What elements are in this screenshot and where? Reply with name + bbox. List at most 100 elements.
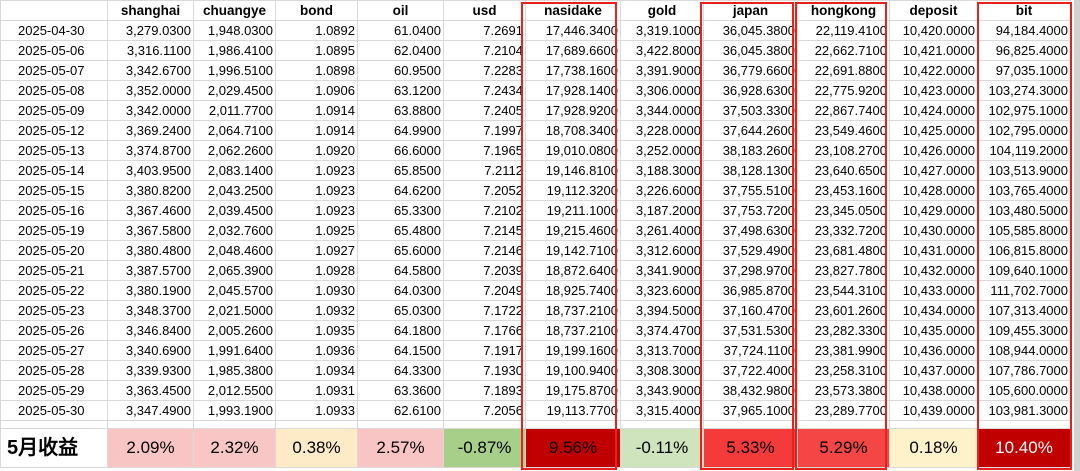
value-cell-deposit[interactable]: 10,424.0000 xyxy=(889,100,978,121)
value-cell-deposit[interactable]: 10,438.0000 xyxy=(889,380,978,401)
value-cell-bond[interactable]: 1.0914 xyxy=(275,100,358,121)
value-cell-gold[interactable]: 3,344.0000 xyxy=(620,100,704,121)
value-cell-hongkong[interactable]: 22,691.8800 xyxy=(797,60,890,81)
date-cell[interactable]: 2025-05-21 xyxy=(0,260,108,281)
value-cell-shanghai[interactable]: 3,279.0300 xyxy=(107,20,194,41)
value-cell-oil[interactable]: 62.0400 xyxy=(357,40,444,61)
value-cell-oil[interactable]: 64.0300 xyxy=(357,280,444,301)
value-cell-hongkong[interactable]: 23,549.4600 xyxy=(797,120,890,141)
date-cell[interactable]: 2025-05-07 xyxy=(0,60,108,81)
value-cell-oil[interactable]: 63.1200 xyxy=(357,80,444,101)
value-cell-japan[interactable]: 37,644.2600 xyxy=(703,120,798,141)
date-cell[interactable]: 2025-05-14 xyxy=(0,160,108,181)
value-cell-bit[interactable]: 103,513.9000 xyxy=(977,160,1071,181)
value-cell-hongkong[interactable]: 23,601.2600 xyxy=(797,300,890,321)
value-cell-hongkong[interactable]: 23,640.6500 xyxy=(797,160,890,181)
value-cell-nasidake[interactable]: 17,689.6600 xyxy=(525,40,621,61)
value-cell-deposit[interactable]: 10,426.0000 xyxy=(889,140,978,161)
return-cell-usd[interactable]: -0.87% xyxy=(443,428,526,468)
value-cell-nasidake[interactable]: 17,446.3400 xyxy=(525,20,621,41)
value-cell-hongkong[interactable]: 23,282.3300 xyxy=(797,320,890,341)
value-cell-hongkong[interactable]: 23,345.0500 xyxy=(797,200,890,221)
value-cell-nasidake[interactable]: 18,737.2100 xyxy=(525,320,621,341)
value-cell-japan[interactable]: 37,298.9700 xyxy=(703,260,798,281)
value-cell-nasidake[interactable]: 19,142.7100 xyxy=(525,240,621,261)
value-cell-hongkong[interactable]: 23,108.2700 xyxy=(797,140,890,161)
value-cell-japan[interactable]: 36,928.6300 xyxy=(703,80,798,101)
value-cell-bond[interactable]: 1.0927 xyxy=(275,240,358,261)
value-cell-usd[interactable]: 7.1930 xyxy=(443,360,526,381)
value-cell-oil[interactable]: 63.3600 xyxy=(357,380,444,401)
value-cell-japan[interactable]: 38,432.9800 xyxy=(703,380,798,401)
return-cell-hongkong[interactable]: 5.29% xyxy=(797,428,890,468)
value-cell-deposit[interactable]: 10,421.0000 xyxy=(889,40,978,61)
value-cell-japan[interactable]: 37,753.7200 xyxy=(703,200,798,221)
value-cell-japan[interactable]: 36,779.6600 xyxy=(703,60,798,81)
value-cell-bond[interactable]: 1.0920 xyxy=(275,140,358,161)
value-cell-chuangye[interactable]: 2,021.5000 xyxy=(193,300,276,321)
value-cell-bit[interactable]: 96,825.4000 xyxy=(977,40,1071,61)
date-cell[interactable]: 2025-05-15 xyxy=(0,180,108,201)
value-cell-oil[interactable]: 62.6100 xyxy=(357,400,444,421)
date-cell[interactable]: 2025-05-13 xyxy=(0,140,108,161)
value-cell-bond[interactable]: 1.0930 xyxy=(275,280,358,301)
empty-cell[interactable] xyxy=(275,420,358,429)
value-cell-bit[interactable]: 107,786.7000 xyxy=(977,360,1071,381)
value-cell-shanghai[interactable]: 3,340.6900 xyxy=(107,340,194,361)
value-cell-japan[interactable]: 37,531.5300 xyxy=(703,320,798,341)
value-cell-deposit[interactable]: 10,437.0000 xyxy=(889,360,978,381)
header-cell-deposit[interactable]: deposit xyxy=(889,0,978,21)
date-cell[interactable]: 2025-05-06 xyxy=(0,40,108,61)
value-cell-chuangye[interactable]: 2,064.7100 xyxy=(193,120,276,141)
value-cell-gold[interactable]: 3,343.9000 xyxy=(620,380,704,401)
value-cell-japan[interactable]: 37,722.4000 xyxy=(703,360,798,381)
empty-cell[interactable] xyxy=(443,420,526,429)
value-cell-oil[interactable]: 63.8800 xyxy=(357,100,444,121)
value-cell-shanghai[interactable]: 3,380.1900 xyxy=(107,280,194,301)
value-cell-hongkong[interactable]: 23,289.7700 xyxy=(797,400,890,421)
value-cell-bond[interactable]: 1.0923 xyxy=(275,200,358,221)
value-cell-deposit[interactable]: 10,433.0000 xyxy=(889,280,978,301)
date-cell[interactable]: 2025-05-16 xyxy=(0,200,108,221)
empty-cell[interactable] xyxy=(620,420,704,429)
value-cell-nasidake[interactable]: 19,199.1600 xyxy=(525,340,621,361)
value-cell-bond[interactable]: 1.0923 xyxy=(275,180,358,201)
value-cell-chuangye[interactable]: 2,039.4500 xyxy=(193,200,276,221)
value-cell-chuangye[interactable]: 1,985.3800 xyxy=(193,360,276,381)
value-cell-oil[interactable]: 64.1800 xyxy=(357,320,444,341)
value-cell-bit[interactable]: 97,035.1000 xyxy=(977,60,1071,81)
value-cell-bit[interactable]: 94,184.4000 xyxy=(977,20,1071,41)
value-cell-shanghai[interactable]: 3,367.5800 xyxy=(107,220,194,241)
value-cell-nasidake[interactable]: 18,925.7400 xyxy=(525,280,621,301)
value-cell-shanghai[interactable]: 3,339.9300 xyxy=(107,360,194,381)
value-cell-oil[interactable]: 66.6000 xyxy=(357,140,444,161)
value-cell-bit[interactable]: 107,313.4000 xyxy=(977,300,1071,321)
value-cell-bond[interactable]: 1.0931 xyxy=(275,380,358,401)
value-cell-japan[interactable]: 37,503.3300 xyxy=(703,100,798,121)
value-cell-nasidake[interactable]: 19,112.3200 xyxy=(525,180,621,201)
value-cell-hongkong[interactable]: 23,381.9900 xyxy=(797,340,890,361)
value-cell-chuangye[interactable]: 1,986.4100 xyxy=(193,40,276,61)
value-cell-chuangye[interactable]: 2,065.3900 xyxy=(193,260,276,281)
value-cell-bond[interactable]: 1.0935 xyxy=(275,320,358,341)
return-cell-deposit[interactable]: 0.18% xyxy=(889,428,978,468)
value-cell-shanghai[interactable]: 3,367.4600 xyxy=(107,200,194,221)
summary-label[interactable]: 5月收益 xyxy=(0,428,108,468)
value-cell-usd[interactable]: 7.2049 xyxy=(443,280,526,301)
value-cell-deposit[interactable]: 10,427.0000 xyxy=(889,160,978,181)
value-cell-japan[interactable]: 37,965.1000 xyxy=(703,400,798,421)
value-cell-bond[interactable]: 1.0928 xyxy=(275,260,358,281)
value-cell-usd[interactable]: 7.2283 xyxy=(443,60,526,81)
value-cell-japan[interactable]: 38,183.2600 xyxy=(703,140,798,161)
value-cell-hongkong[interactable]: 23,573.3800 xyxy=(797,380,890,401)
value-cell-bond[interactable]: 1.0895 xyxy=(275,40,358,61)
value-cell-gold[interactable]: 3,306.0000 xyxy=(620,80,704,101)
value-cell-chuangye[interactable]: 2,032.7600 xyxy=(193,220,276,241)
date-cell[interactable]: 2025-05-30 xyxy=(0,400,108,421)
empty-cell[interactable] xyxy=(0,420,108,429)
value-cell-oil[interactable]: 65.3300 xyxy=(357,200,444,221)
value-cell-usd[interactable]: 7.2102 xyxy=(443,200,526,221)
empty-cell[interactable] xyxy=(977,420,1071,429)
value-cell-shanghai[interactable]: 3,363.4500 xyxy=(107,380,194,401)
value-cell-shanghai[interactable]: 3,347.4900 xyxy=(107,400,194,421)
